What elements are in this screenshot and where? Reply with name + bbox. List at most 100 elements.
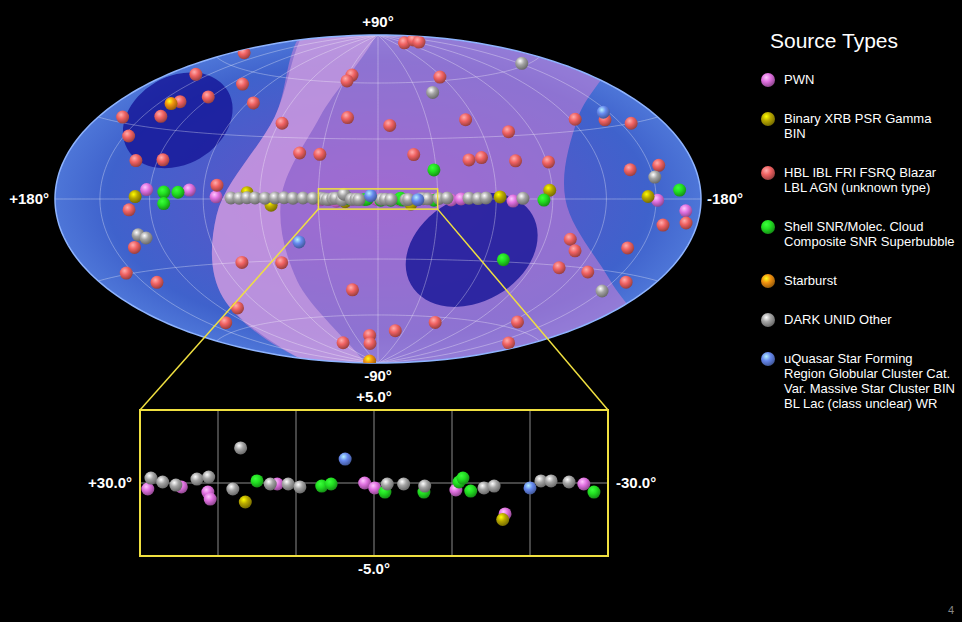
source-point [624, 163, 637, 176]
source-point [563, 475, 576, 488]
source-point [364, 189, 377, 202]
source-point [464, 485, 477, 498]
source-point [542, 155, 555, 168]
zoom-box [318, 189, 437, 209]
source-point [129, 190, 142, 203]
source-point [120, 267, 133, 280]
source-point [581, 265, 594, 278]
source-point [648, 171, 661, 184]
inset-points [140, 410, 608, 556]
source-point [502, 125, 515, 138]
zoom-connector [140, 209, 318, 410]
legend-swatch [761, 112, 775, 126]
legend-label: Binary XRB PSR GammaBIN [784, 111, 932, 141]
source-point [383, 119, 396, 132]
legend-label-line: PWN [784, 72, 814, 87]
source-point [157, 197, 170, 210]
source-point [346, 283, 359, 296]
source-point [497, 253, 510, 266]
legend-swatch [761, 352, 775, 366]
legend-label: DARK UNID Other [784, 312, 892, 327]
source-point [537, 194, 550, 207]
source-point [407, 148, 420, 161]
legend-swatch [761, 166, 775, 180]
source-point [381, 478, 394, 491]
source-point [156, 475, 169, 488]
source-point [620, 276, 633, 289]
legend-label: HBL IBL FRI FSRQ BlazarLBL AGN (unknown … [784, 165, 937, 195]
source-point [441, 191, 454, 204]
tick-label: +90° [362, 13, 393, 30]
grid-meridian [318, 35, 378, 363]
sky-map-figure: +180°-180°+90°-90°+30.0°-30.0°+5.0°-5.0°… [0, 0, 962, 622]
source-point [157, 186, 170, 199]
legend-label: PWN [784, 72, 814, 87]
source-point [621, 241, 634, 254]
grid-parallel [217, 57, 540, 83]
legend-label-line: Binary XRB PSR Gamma [784, 111, 932, 126]
legend-label: Starburst [784, 273, 837, 288]
source-point [293, 235, 306, 248]
source-point [275, 256, 288, 269]
source-point [494, 190, 507, 203]
grid-parallel [217, 315, 540, 341]
main-points [116, 33, 692, 367]
source-point [341, 111, 354, 124]
source-point [511, 315, 524, 328]
source-point [479, 191, 492, 204]
source-point [597, 106, 610, 119]
source-point [502, 336, 515, 349]
legend-label-line: Var. Massive Star Cluster BIN [784, 381, 955, 396]
source-point [545, 474, 558, 487]
source-point [652, 159, 665, 172]
source-point [169, 479, 182, 492]
source-point [456, 472, 469, 485]
visibility-band [212, 14, 379, 380]
legend-label-line: Starburst [784, 273, 837, 288]
map-outline [55, 35, 701, 363]
source-point [509, 154, 522, 167]
source-point [426, 86, 439, 99]
source-point [625, 117, 638, 130]
tick-label: -30.0° [616, 474, 656, 491]
source-point [202, 90, 215, 103]
source-point [596, 285, 609, 298]
source-point [363, 355, 376, 368]
source-point [154, 110, 167, 123]
source-point [276, 117, 289, 130]
source-point [129, 154, 142, 167]
source-point [204, 493, 217, 506]
source-point [496, 513, 509, 526]
tick-label: +180° [9, 190, 49, 207]
page-number: 4 [948, 604, 954, 616]
tick-label: +30.0° [88, 474, 132, 491]
grid [55, 35, 701, 363]
source-point [341, 74, 354, 87]
source-point [433, 71, 446, 84]
source-point [144, 472, 157, 485]
source-point [202, 471, 215, 484]
legend-label-line: HBL IBL FRI FSRQ Blazar [784, 165, 937, 180]
source-point [264, 478, 277, 491]
tick-label: -180° [707, 190, 743, 207]
grid-meridian [378, 35, 438, 363]
legend-label-line: Region Globular Cluster Cat. [784, 366, 950, 381]
source-point [337, 336, 350, 349]
source-point [140, 183, 153, 196]
source-point [475, 151, 488, 164]
source-point [384, 193, 397, 206]
source-point [488, 480, 501, 493]
source-point [462, 153, 475, 166]
inset-frame [140, 410, 608, 556]
source-point [247, 96, 260, 109]
source-point [427, 163, 440, 176]
source-point [226, 482, 239, 495]
source-point [251, 474, 264, 487]
source-point [209, 190, 222, 203]
source-point [156, 153, 169, 166]
source-point [235, 256, 248, 269]
source-point [140, 231, 153, 244]
source-point [238, 46, 251, 59]
source-point [515, 57, 528, 70]
legend-label-line: Shell SNR/Molec. Cloud [784, 219, 923, 234]
